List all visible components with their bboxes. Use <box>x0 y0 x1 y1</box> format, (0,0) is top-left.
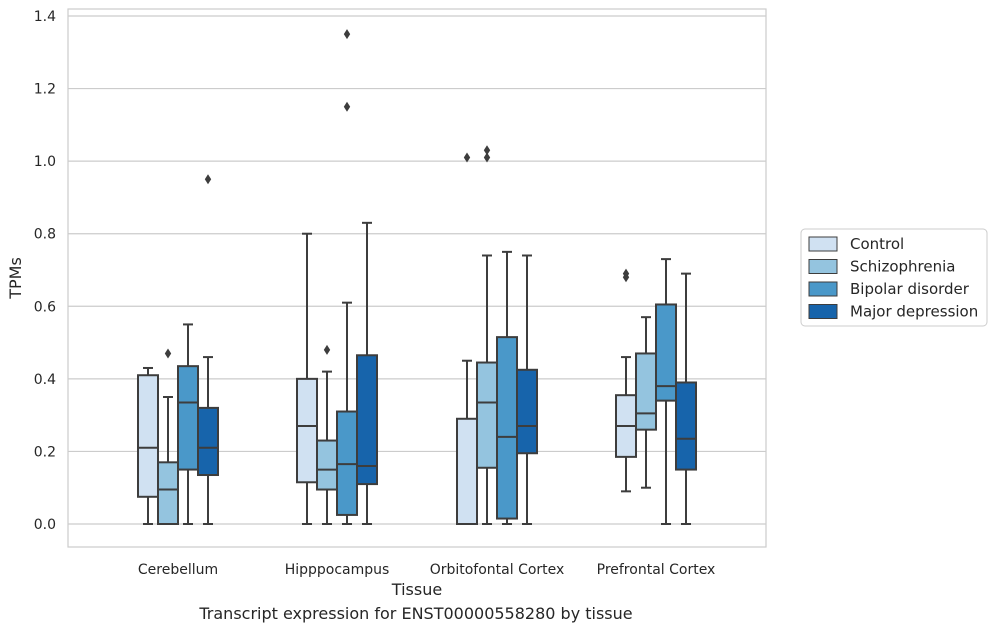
y-axis-title: TPMs <box>6 257 25 300</box>
x-tick-labels: Cerebellum Hipppocampus Orbitofontal Corte… <box>138 562 715 578</box>
boxes <box>137 29 697 526</box>
legend: Control Schizophrenia Bipolar disorder Majo… <box>800 228 988 327</box>
box-schizophrenia <box>476 145 498 525</box>
outlier-point <box>343 101 351 112</box>
legend-label: Schizophrenia <box>850 258 955 276</box>
y-tick-label: 0.2 <box>34 444 56 460</box>
y-tick-label: 0.0 <box>34 517 56 533</box>
outlier-point <box>463 152 471 163</box>
y-tick-label: 0.4 <box>34 372 56 388</box>
y-tick-label: 1.2 <box>34 82 56 98</box>
box-iqr <box>296 377 318 484</box>
legend-swatch <box>808 259 838 274</box>
y-tick-label: 0.6 <box>34 299 56 315</box>
x-tick-label: Hipppocampus <box>285 562 390 578</box>
outlier-point <box>343 29 351 40</box>
y-tick-labels: 0.0 0.2 0.4 0.6 0.8 1.0 1.2 1.4 <box>34 9 56 533</box>
box-schizophrenia <box>635 316 657 489</box>
legend-swatch <box>808 304 838 319</box>
y-tick-label: 1.4 <box>34 9 56 25</box>
box-iqr <box>456 417 478 525</box>
figure-caption: Transcript expression for ENST0000055828… <box>199 604 633 623</box>
legend-label: Control <box>850 235 904 253</box>
x-tick-label: Cerebellum <box>138 562 218 578</box>
box-schizophrenia <box>316 344 338 525</box>
legend-swatch <box>808 236 838 252</box>
box-control <box>137 366 159 525</box>
outlier-point <box>483 145 491 156</box>
box-control <box>456 152 478 525</box>
box-iqr <box>476 361 498 469</box>
box-control <box>296 232 318 525</box>
box-bipolar-disorder <box>336 29 358 525</box>
box-major-depression <box>197 174 219 525</box>
box-iqr <box>496 336 518 520</box>
box-iqr <box>356 354 378 486</box>
x-tick-label: Orbitofontal Cortex <box>430 562 565 578</box>
x-tick-label: Prefrontal Cortex <box>597 562 716 578</box>
box-iqr <box>316 439 338 491</box>
box-major-depression <box>516 254 538 525</box>
outlier-point <box>164 348 172 359</box>
outlier-point <box>483 152 491 163</box>
box-iqr <box>516 368 538 455</box>
box-major-depression <box>675 272 697 525</box>
outlier-point <box>204 174 212 185</box>
box-iqr <box>675 381 697 471</box>
box-iqr <box>197 406 219 477</box>
box-schizophrenia <box>157 348 179 526</box>
legend-label: Major depression <box>850 303 978 321</box>
y-tick-label: 1.0 <box>34 154 56 170</box>
outlier-point <box>323 344 331 355</box>
box-bipolar-disorder <box>496 250 518 525</box>
legend-frame <box>800 228 988 327</box>
box-control <box>615 268 637 493</box>
box-bipolar-disorder <box>655 258 677 525</box>
box-iqr <box>635 352 657 431</box>
legend-label: Bipolar disorder <box>850 280 970 298</box>
box-major-depression <box>356 221 378 525</box>
box-iqr <box>655 303 677 402</box>
gridlines <box>68 15 766 525</box>
box-bipolar-disorder <box>177 323 199 525</box>
plot-frame <box>67 8 767 548</box>
box-iqr <box>157 461 179 526</box>
x-axis-title: Tissue <box>391 580 442 599</box>
outlier-point <box>622 268 630 279</box>
boxplot-chart: 0.0 0.2 0.4 0.6 0.8 1.0 1.2 1.4 Cerebellum Hippp… <box>6 8 988 599</box>
box-iqr <box>177 365 199 471</box>
legend-swatch <box>808 281 838 297</box>
y-tick-label: 0.8 <box>34 227 56 243</box>
box-iqr <box>137 374 159 498</box>
